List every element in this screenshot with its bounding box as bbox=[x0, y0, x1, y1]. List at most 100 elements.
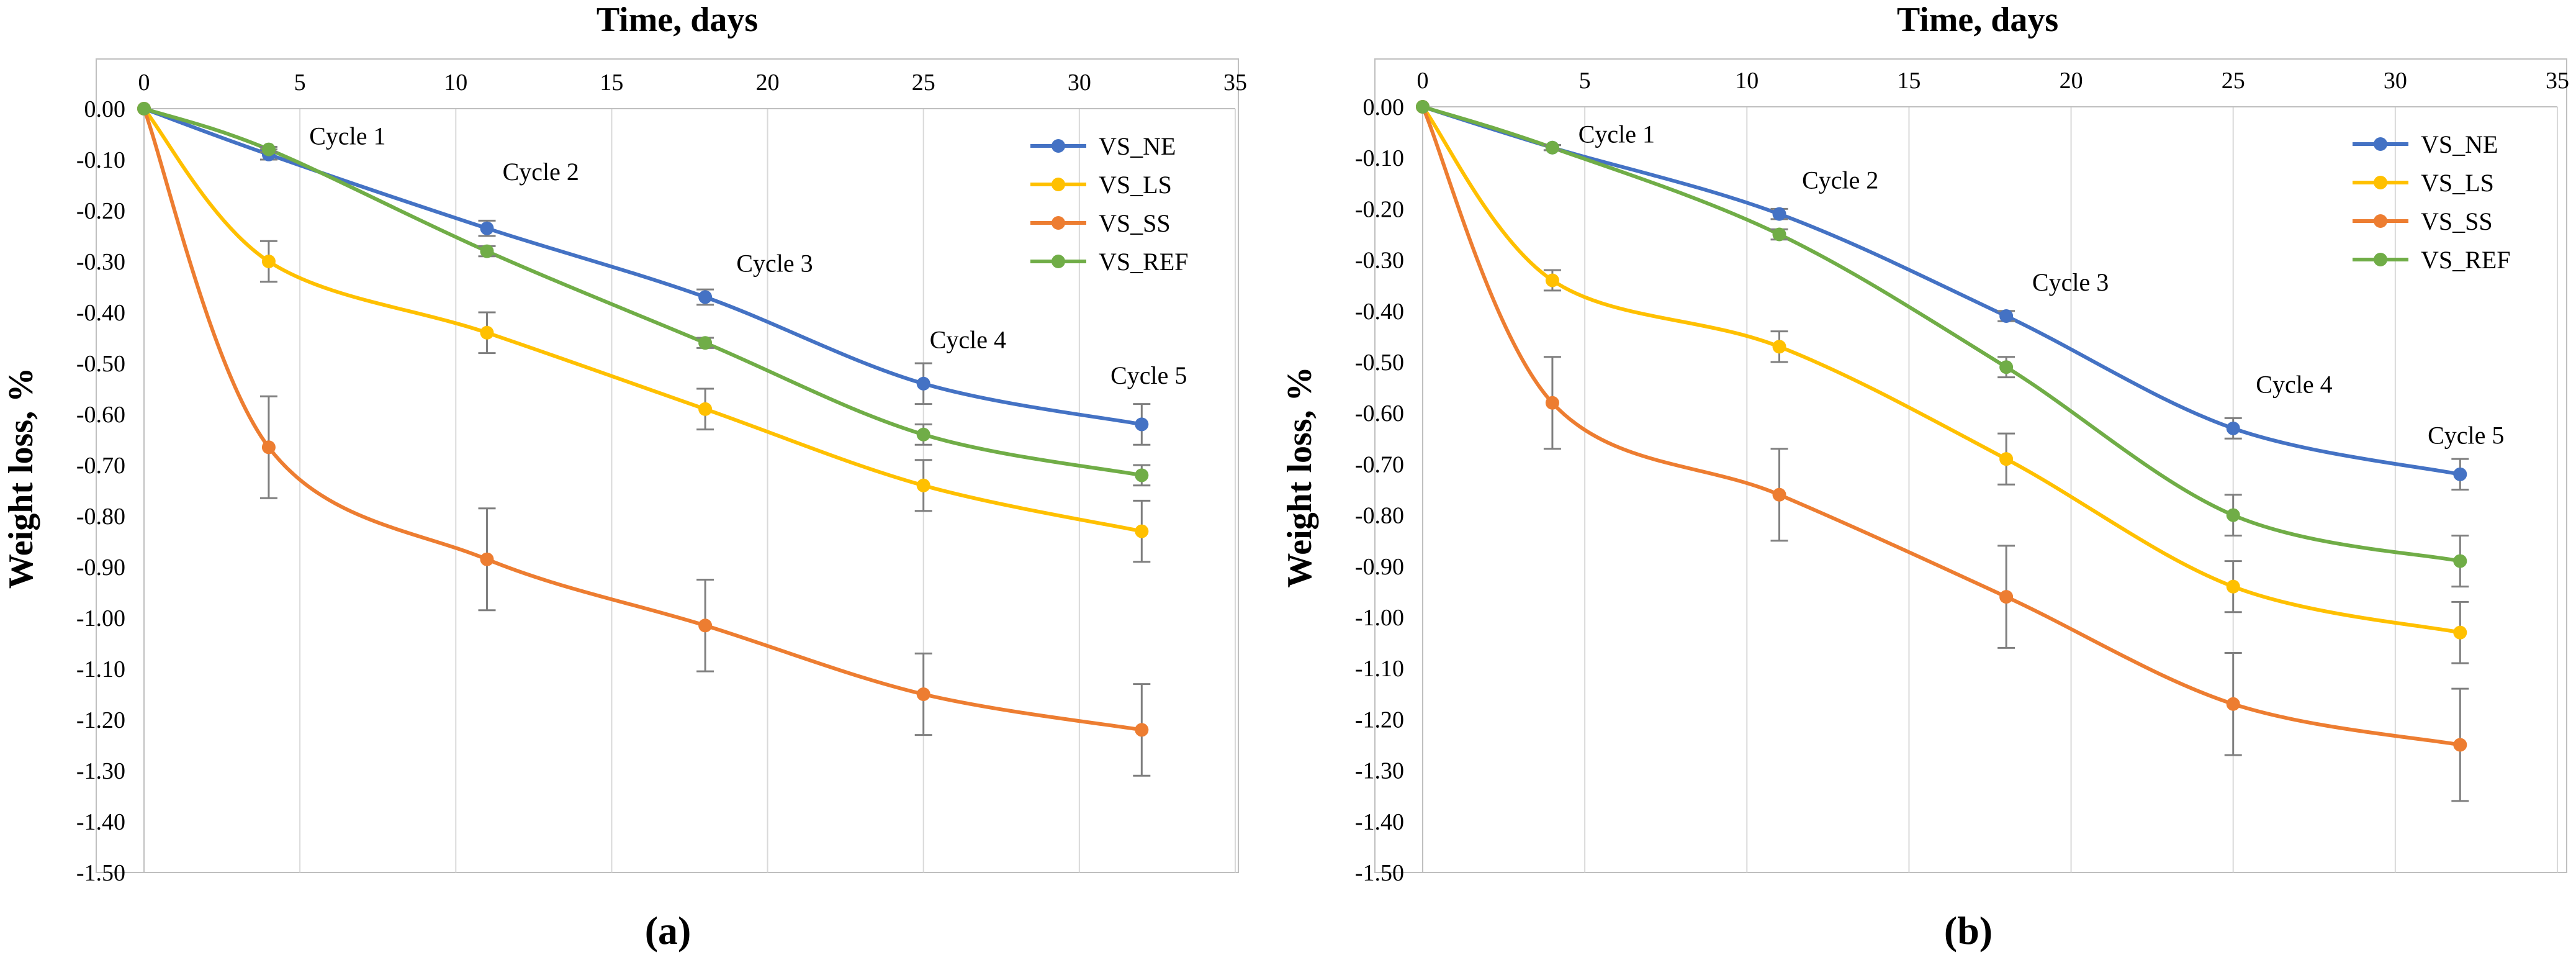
panel-a-series-vs-ne-point bbox=[916, 376, 930, 391]
panel-a-legend-swatch-marker bbox=[1052, 139, 1065, 153]
panel-b-y-tick-label: -0.70 bbox=[1355, 451, 1404, 478]
panel-b-legend-item: VS_SS bbox=[2353, 207, 2493, 235]
panel-b-y-tick-label: -1.20 bbox=[1355, 707, 1404, 733]
panel-b-series-vs-ne-point bbox=[2226, 421, 2240, 435]
panel-b-annotation-cycle-1: Cycle 1 bbox=[1578, 120, 1655, 148]
panel-a-series-vs-ls-point bbox=[1135, 524, 1149, 538]
panel-b-series-vs-ref-point bbox=[1999, 360, 2014, 374]
panel-a-legend-label: VS_NE bbox=[1099, 132, 1176, 160]
panel-a-series-vs-ne-point bbox=[698, 290, 713, 304]
panel-a-series-vs-ref-point bbox=[916, 427, 930, 442]
panel-a-legend-label: VS_SS bbox=[1099, 209, 1171, 237]
panel-b-y-tick-label: -0.50 bbox=[1355, 350, 1404, 376]
panel-b-y-tick-label: 0.00 bbox=[1363, 94, 1405, 120]
panel-a-y-tick-label: -0.60 bbox=[76, 402, 125, 428]
panel-a-legend-swatch-marker bbox=[1052, 178, 1065, 191]
panel-b-series-vs-ls-line bbox=[1421, 106, 2461, 635]
panel-b-legend-swatch-marker bbox=[2374, 176, 2387, 189]
panel-a-annotation-cycle-5: Cycle 5 bbox=[1110, 361, 1187, 389]
panel-a-series-vs-ls-point bbox=[261, 255, 276, 268]
panel-a-series-vs-ss-point bbox=[916, 687, 930, 701]
panel-b-series-vs-ss-line bbox=[1421, 106, 2461, 747]
panel-a-legend-swatch-marker bbox=[1052, 216, 1065, 230]
panel-a-x-tick-label: 35 bbox=[1223, 70, 1247, 96]
panel-a-series-vs-ref bbox=[137, 102, 1151, 487]
panel-b-series-vs-ss-point bbox=[1999, 590, 2014, 604]
panel-a-x-axis-title: Time, days bbox=[597, 1, 758, 39]
panel-a-legend-label: VS_LS bbox=[1099, 171, 1172, 199]
panel-b-annotation-cycle-5: Cycle 5 bbox=[2428, 422, 2504, 450]
panel-b-y-axis-title: Weight loss, % bbox=[1281, 366, 1319, 587]
panel-a-y-tick-label: -0.30 bbox=[76, 249, 125, 275]
panel-b-annotation-cycle-4: Cycle 4 bbox=[2256, 370, 2332, 398]
panel-a-y-tick-label: -0.80 bbox=[76, 504, 125, 530]
panel-a-series-vs-ls-point bbox=[480, 325, 494, 340]
panel-b-y-tick-label: -1.50 bbox=[1355, 860, 1404, 886]
panel-a-annotation-cycle-4: Cycle 4 bbox=[930, 325, 1006, 353]
panel-b-series-vs-ls bbox=[1416, 100, 2469, 664]
panel-a-series-vs-ss bbox=[137, 102, 1151, 777]
panel-b-y-tick-label: -1.00 bbox=[1355, 605, 1404, 631]
panel-a-series-vs-ref-point bbox=[261, 142, 276, 156]
panel-b-x-tick-label: 5 bbox=[1579, 68, 1591, 94]
panel-a-y-tick-label: -0.90 bbox=[76, 555, 125, 581]
panel-a-series-vs-ls-point bbox=[916, 478, 930, 492]
panel-a-y-tick-label: -0.10 bbox=[76, 147, 125, 173]
panel-a-x-tick-label: 0 bbox=[138, 70, 150, 96]
panel-a-annotation-cycle-1: Cycle 1 bbox=[309, 122, 385, 150]
panel-a-series-vs-ss-point bbox=[480, 552, 494, 566]
panel-b-legend-item: VS_NE bbox=[2353, 130, 2498, 158]
panel-a-x-tick-label: 20 bbox=[756, 70, 780, 96]
panel-a-legend-item: VS_SS bbox=[1030, 209, 1171, 237]
panel-b-y-tick-label: -0.10 bbox=[1355, 145, 1404, 171]
panel-a-x-tick-label: 5 bbox=[294, 70, 306, 96]
panel-a-series-vs-ls-line bbox=[142, 107, 1142, 533]
panel-a-legend-item: VS_LS bbox=[1030, 171, 1172, 199]
panel-a-y-tick-label: -0.20 bbox=[76, 198, 125, 224]
panel-b-series-vs-ne-point bbox=[2453, 467, 2467, 481]
panel-a-y-tick-label: -1.40 bbox=[76, 809, 125, 835]
panel-b-series-vs-ref-point bbox=[1416, 100, 1430, 114]
panel-a-y-axis-title: Weight loss, % bbox=[2, 368, 40, 589]
panel-a-series-vs-ne-line bbox=[143, 107, 1142, 427]
panel-a-y-tick-label: -1.00 bbox=[76, 605, 125, 632]
panel-a-series-vs-ss-point bbox=[698, 618, 713, 633]
panel-b-y-tick-label: -1.30 bbox=[1355, 758, 1404, 784]
panel-a-series-vs-ref-point bbox=[698, 336, 713, 350]
panel-a-legend: VS_NE VS_LS VS_SS VS_REF bbox=[1030, 132, 1189, 276]
panel-a-legend-swatch-marker bbox=[1052, 255, 1065, 268]
panel-a-y-tick-label: -0.70 bbox=[76, 453, 125, 479]
panel-a-series-vs-ls bbox=[137, 102, 1151, 563]
panel-b-annotation-cycle-2: Cycle 2 bbox=[1802, 166, 1878, 194]
panel-b-series-vs-ss-point bbox=[1772, 487, 1786, 502]
panel-a-y-tick-label: 0.00 bbox=[84, 96, 126, 122]
panel-a-series-vs-ref-point bbox=[1135, 468, 1149, 482]
panel-b-series-vs-ls-point bbox=[1772, 340, 1786, 354]
panel-b-legend-swatch-marker bbox=[2374, 214, 2387, 228]
panel-a-legend-label: VS_REF bbox=[1099, 248, 1189, 276]
panel-b-y-tick-label: -0.20 bbox=[1355, 196, 1404, 222]
panel-a-y-tick-label: -0.50 bbox=[76, 351, 125, 377]
panel-b-y-tick-label: -1.10 bbox=[1355, 656, 1404, 682]
panel-a-y-tick-label: -1.10 bbox=[76, 656, 125, 682]
panel-a-y-tick-label: -1.50 bbox=[76, 860, 125, 886]
panel-b-x-tick-label: 0 bbox=[1417, 68, 1429, 94]
panel-b-legend-label: VS_SS bbox=[2421, 207, 2493, 235]
panel-a-series-vs-ss-point bbox=[261, 440, 276, 455]
panel-b-y-tick-label: -0.80 bbox=[1355, 503, 1404, 529]
panel-b-series-vs-ls-point bbox=[2226, 579, 2240, 594]
panel-a-y-tick-label: -1.30 bbox=[76, 758, 125, 784]
panel-b-series-vs-ref-point bbox=[1545, 140, 1559, 155]
panel-a-annotation-cycle-2: Cycle 2 bbox=[503, 158, 579, 186]
panel-b-legend-swatch-marker bbox=[2374, 137, 2387, 151]
panel-b-series-vs-ss-point bbox=[1545, 396, 1559, 410]
panel-a-series-vs-ref-point bbox=[137, 102, 151, 115]
panel-b-legend-label: VS_LS bbox=[2421, 169, 2494, 197]
panel-a-legend-item: VS_REF bbox=[1030, 248, 1189, 276]
panel-b-series-vs-ss-point bbox=[2226, 697, 2240, 711]
panel-b-y-tick-label: -0.40 bbox=[1355, 299, 1404, 325]
panel-a-annotation-cycle-3: Cycle 3 bbox=[736, 249, 813, 277]
panel-b-x-tick-label: 15 bbox=[1897, 68, 1921, 94]
panel-b-series-vs-ls-point bbox=[1999, 452, 2014, 466]
